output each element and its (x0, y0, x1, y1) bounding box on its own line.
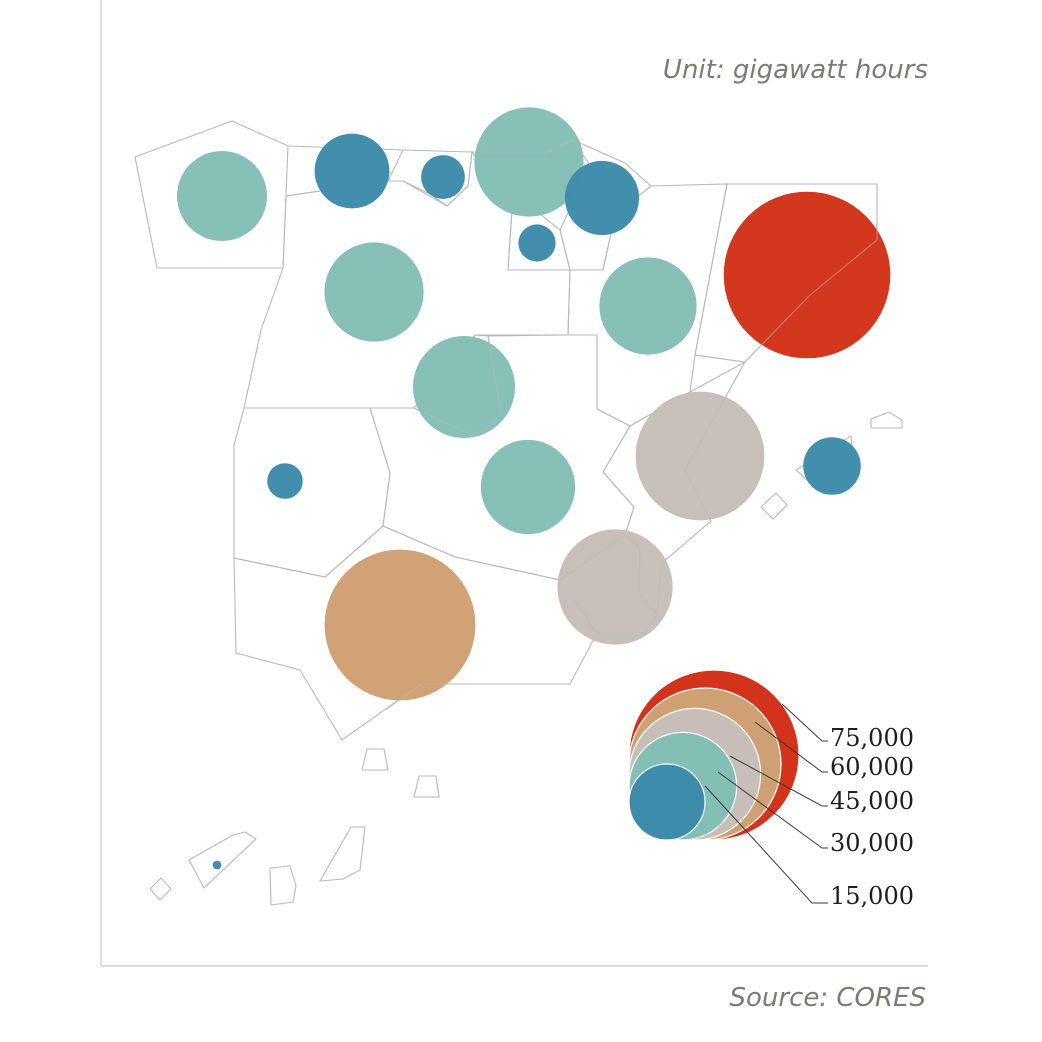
legend-label-45000: 45,000 (830, 787, 914, 815)
region-melilla (413, 775, 440, 798)
legend-label-30000: 30,000 (830, 829, 914, 857)
size-legend: 75,000 60,000 45,000 30,000 15,000 (628, 669, 914, 910)
region-extremadura (233, 407, 391, 578)
leader-45000 (729, 755, 828, 807)
legend-circle-15000 (628, 763, 706, 841)
leader-30000 (717, 771, 828, 849)
source-label: Source: CORES (729, 983, 926, 1013)
bubble-madrid (413, 336, 515, 438)
bubble-castilla-y-leon (324, 242, 424, 342)
bubble-canarias (212, 860, 222, 870)
bubble-asturias (314, 133, 390, 209)
bubble-comunidad-valenciana (635, 391, 765, 521)
bubble-galicia (177, 151, 267, 241)
legend-circles (628, 669, 800, 841)
bubble-andalucia (324, 549, 476, 701)
bubble-aragon (599, 257, 697, 355)
bubble-islas-baleares (803, 437, 861, 495)
region-gran-canaria (269, 865, 297, 906)
bubble-murcia (557, 529, 673, 645)
bubble-pais-vasco (474, 107, 584, 217)
legend-label-60000: 60,000 (830, 753, 914, 781)
leader-75000 (781, 703, 828, 742)
bubble-cantabria (421, 155, 465, 199)
leader-15000 (704, 785, 828, 904)
bubble-navarra (564, 160, 640, 236)
legend-leader-lines (704, 703, 828, 904)
bubble-castilla-la-mancha (480, 439, 576, 535)
legend-label-15000: 15,000 (830, 882, 914, 910)
bubble-la-rioja (518, 224, 556, 262)
region-lanzarote-fuerteventura (318, 826, 366, 882)
region-ceuta (361, 748, 389, 771)
legend-label-75000: 75,000 (830, 724, 914, 752)
bubble-extremadura (267, 463, 303, 499)
region-menorca (870, 411, 903, 429)
region-bubbles (177, 107, 891, 870)
unit-label: Unit: gigawatt hours (663, 55, 928, 85)
region-outlines-overlay (385, 139, 878, 711)
region-la-palma (149, 877, 172, 901)
region-ibiza (760, 492, 788, 520)
leader-60000 (754, 721, 828, 773)
region-tenerife (188, 831, 257, 889)
bubble-cataluna (723, 191, 891, 359)
